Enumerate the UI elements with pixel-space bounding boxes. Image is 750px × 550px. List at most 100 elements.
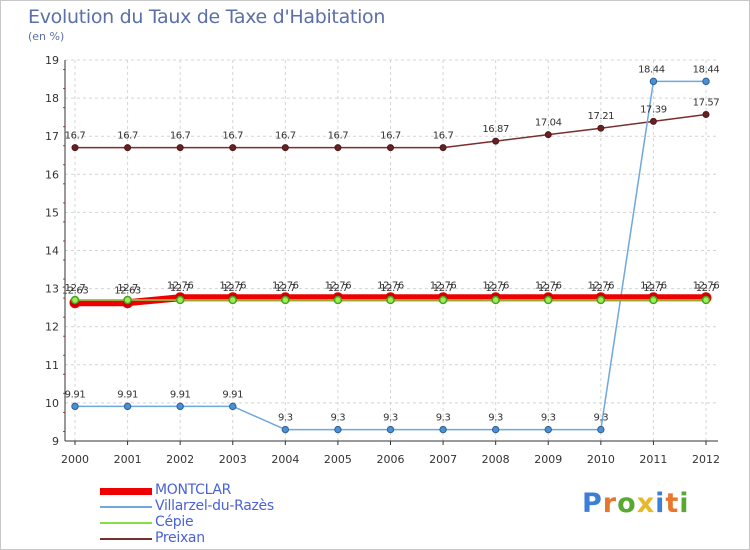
data-label-villarzel-du-razes-2011: 18.44	[638, 64, 665, 75]
data-label-preixan-2000: 16.7	[65, 131, 86, 142]
data-point-preixan-2004	[281, 144, 289, 152]
data-point-preixan-2003	[229, 144, 237, 152]
legend-swatch-villarzel	[100, 506, 152, 508]
data-label-preixan-2003: 16.7	[222, 131, 243, 142]
x-tick-label-2006: 2006	[377, 453, 405, 466]
data-label-montclar-2001: 12.63	[114, 286, 141, 297]
data-label-montclar-2002: 12.76	[167, 281, 194, 292]
data-point-cepie-2002	[175, 295, 185, 305]
data-label-cepie-2007: 12.7	[433, 283, 454, 294]
y-tick-label-10: 10	[45, 397, 59, 410]
data-label-villarzel-du-razes-2002: 9.91	[170, 389, 191, 400]
y-tick-label-11: 11	[45, 359, 59, 372]
legend-label-villarzel: Villarzel-du-Razès	[155, 498, 274, 514]
data-point-cepie-2006	[386, 295, 395, 305]
data-label-preixan-2009: 17.04	[535, 118, 562, 129]
data-point-villarzel-du-razes-2007	[439, 425, 447, 434]
x-tick-label-2001: 2001	[114, 453, 142, 466]
data-point-preixan-2012	[702, 110, 710, 118]
x-tick-label-2002: 2002	[166, 453, 194, 466]
data-label-montclar-2003: 12.76	[219, 281, 246, 292]
series-villarzel-du-razes	[71, 77, 710, 434]
x-tick-label-2005: 2005	[324, 453, 352, 466]
x-tick-label-2003: 2003	[219, 453, 247, 466]
x-tick-label-2010: 2010	[587, 453, 615, 466]
data-point-preixan-2006	[387, 144, 394, 152]
x-tick-label-2004: 2004	[271, 453, 299, 466]
data-point-preixan-2008	[492, 137, 500, 145]
logo-letter-0: P	[582, 488, 603, 519]
data-label-montclar-2012: 12.76	[693, 281, 720, 292]
data-label-montclar-2004: 12.76	[272, 281, 299, 292]
data-label-preixan-2001: 16.7	[117, 131, 138, 142]
legend-label-montclar: MONTCLAR	[155, 482, 232, 498]
data-point-preixan-2005	[334, 144, 342, 152]
logo-letter-5: t	[665, 488, 680, 519]
data-label-villarzel-du-razes-2005: 9.3	[331, 413, 346, 424]
data-point-villarzel-du-razes-2010	[597, 425, 605, 434]
series-cepie	[70, 295, 711, 305]
data-point-villarzel-du-razes-2008	[491, 425, 500, 434]
data-label-cepie-2011: 12.7	[643, 283, 664, 294]
data-point-cepie-2011	[649, 295, 658, 305]
data-label-villarzel-du-razes-2003: 9.91	[222, 389, 243, 400]
y-tick-label-9: 9	[52, 435, 59, 448]
data-label-preixan-2011: 17.39	[640, 104, 667, 115]
data-point-cepie-2009	[544, 295, 553, 305]
data-point-cepie-2004	[281, 295, 290, 305]
y-tick-label-14: 14	[45, 245, 59, 258]
x-tick-label-2008: 2008	[482, 453, 510, 466]
data-label-montclar-2006: 12.76	[377, 281, 404, 292]
data-point-cepie-2012	[701, 295, 711, 305]
axes: 9 10 11 12 13 14 15 16 17 18 19 2000 2001 2002 2003 200…	[45, 54, 720, 466]
data-label-cepie-2002: 12.7	[170, 283, 191, 294]
data-label-cepie-2009: 12.7	[538, 283, 559, 294]
data-label-cepie-2005: 12.7	[328, 283, 349, 294]
data-point-cepie-2008	[491, 295, 500, 305]
x-tick-label-2009: 2009	[534, 453, 562, 466]
chart-subtitle: (en %)	[28, 30, 65, 43]
data-point-cepie-2005	[333, 295, 343, 305]
legend-label-cepie: Cépie	[155, 514, 194, 530]
y-tick-label-12: 12	[45, 321, 59, 334]
y-tick-label-13: 13	[45, 283, 59, 296]
legend-swatch-preixan	[100, 538, 152, 540]
data-label-villarzel-du-razes-2009: 9.3	[541, 413, 556, 424]
data-label-villarzel-du-razes-2010: 9.3	[593, 413, 608, 424]
proxiti-logo: Proxiti	[582, 488, 690, 519]
data-point-cepie-2000	[70, 295, 80, 305]
data-label-villarzel-du-razes-2008: 9.3	[488, 413, 503, 424]
data-point-cepie-2001	[123, 295, 132, 305]
data-point-preixan-2009	[544, 131, 552, 139]
legend-label-preixan: Preixan	[155, 530, 205, 546]
data-label-cepie-2006: 12.7	[380, 283, 401, 294]
x-tick-label-2007: 2007	[429, 453, 457, 466]
y-tick-label-19: 19	[45, 54, 59, 67]
data-label-cepie-2003: 12.7	[222, 283, 243, 294]
data-label-montclar-2007: 12.76	[430, 281, 457, 292]
data-point-villarzel-du-razes-2011	[649, 77, 658, 86]
series-layer: 16.7 16.7 16.7 16.7 16.7 16.7 16.7 16.7 16.87 17.…	[62, 64, 720, 434]
x-tick-label-2012: 2012	[692, 453, 720, 466]
data-label-preixan-2004: 16.7	[275, 131, 296, 142]
y-tick-label-15: 15	[45, 206, 59, 219]
chart-title: Evolution du Taux de Taxe d'Habitation	[28, 6, 386, 28]
data-label-cepie-2012: 12.7	[696, 283, 717, 294]
logo-letter-3: x	[636, 488, 656, 519]
data-point-villarzel-du-razes-2012	[702, 77, 710, 86]
data-point-villarzel-du-razes-2009	[544, 425, 552, 434]
logo-letter-4: i	[655, 488, 666, 519]
grid-lines	[65, 59, 718, 442]
data-label-montclar-2009: 12.76	[535, 281, 562, 292]
data-label-villarzel-du-razes-2007: 9.3	[436, 413, 451, 424]
data-label-cepie-2008: 12.7	[485, 283, 506, 294]
data-label-preixan-2007: 16.7	[433, 131, 454, 142]
data-labels-cepie: 12.7 12.7 12.7 12.7 12.7 12.7 12.7 12.7 12.7 12.7…	[65, 283, 717, 294]
y-tick-label-16: 16	[45, 168, 59, 181]
data-point-villarzel-du-razes-2001	[123, 402, 132, 411]
data-label-montclar-2008: 12.76	[482, 281, 509, 292]
series-preixan	[71, 110, 710, 152]
data-label-preixan-2005: 16.7	[328, 131, 349, 142]
